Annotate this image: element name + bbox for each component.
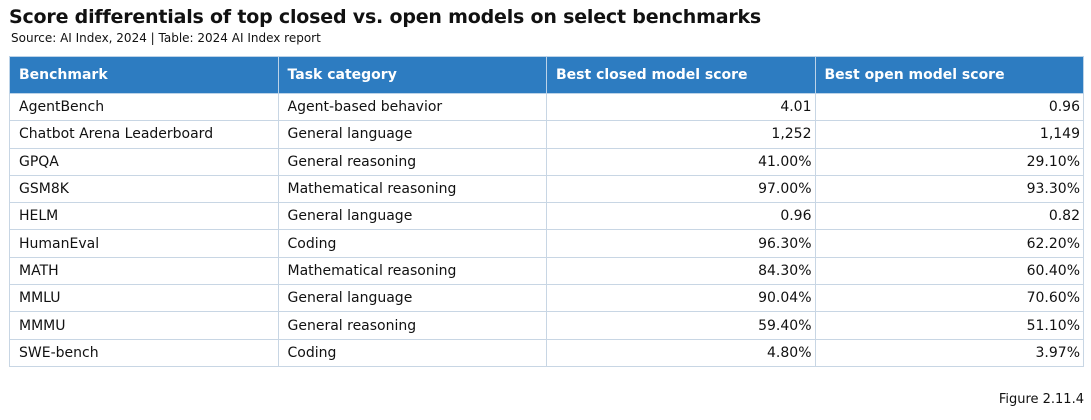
table-cell: MMMU: [9, 311, 279, 340]
table-cell: 97.00%: [546, 174, 816, 204]
table-cell: HELM: [9, 202, 279, 231]
table-cell: 41.00%: [546, 147, 816, 176]
table-cell: General language: [277, 284, 547, 313]
table-row: GPQA General reasoning 41.00% 29.10%: [9, 147, 1084, 176]
table-cell: 1,252: [546, 120, 816, 149]
table-cell: GSM8K: [9, 174, 279, 204]
table-cell: 70.60%: [814, 284, 1084, 313]
table-cell: 4.01: [546, 92, 816, 122]
table-cell: 96.30%: [546, 229, 816, 258]
table-cell: General language: [277, 202, 547, 231]
table: Benchmark Task category Best closed model …: [9, 56, 1084, 367]
table-cell: SWE-bench: [9, 338, 279, 367]
table-row: AgentBench Agent-based behavior 4.01 0.96: [9, 92, 1084, 122]
figure-label: Figure 2.11.4: [998, 392, 1084, 407]
table-cell: Agent-based behavior: [277, 92, 547, 122]
column-header: Task category: [277, 56, 547, 94]
table-cell: 29.10%: [814, 147, 1084, 176]
table-cell: 60.40%: [814, 256, 1084, 286]
table-cell: AgentBench: [9, 92, 279, 122]
table-cell: 51.10%: [814, 311, 1084, 340]
table-cell: Coding: [277, 338, 547, 367]
table-cell: 84.30%: [546, 256, 816, 286]
table-cell: 0.96: [546, 202, 816, 231]
column-header: Best open model score: [814, 56, 1084, 94]
table-cell: 3.97%: [814, 338, 1084, 367]
table-cell: 62.20%: [814, 229, 1084, 258]
table-cell: 90.04%: [546, 284, 816, 313]
table-head: Benchmark Task category Best closed model …: [9, 56, 1084, 94]
title: Score differentials of top closed vs. op…: [9, 6, 762, 28]
header-row: Benchmark Task category Best closed model …: [9, 56, 1084, 94]
table-cell: 93.30%: [814, 174, 1084, 204]
table-row: HELM General language 0.96 0.82: [9, 202, 1084, 231]
table-row: HumanEval Coding 96.30% 62.20%: [9, 229, 1084, 258]
table-cell: MATH: [9, 256, 279, 286]
column-header: Best closed model score: [546, 56, 816, 94]
table-cell: 59.40%: [546, 311, 816, 340]
table-row: MMLU General language 90.04% 70.60%: [9, 284, 1084, 313]
table-cell: Mathematical reasoning: [277, 256, 547, 286]
table-cell: 0.82: [814, 202, 1084, 231]
table-cell: General language: [277, 120, 547, 149]
table-cell: 0.96: [814, 92, 1084, 122]
column-header: Benchmark: [9, 56, 279, 94]
table-cell: 4.80%: [546, 338, 816, 367]
table-row: Chatbot Arena Leaderboard General languag…: [9, 120, 1084, 149]
table-cell: Coding: [277, 229, 547, 258]
table-row: SWE-bench Coding 4.80% 3.97%: [9, 338, 1084, 367]
table-cell: 1,149: [814, 120, 1084, 149]
table-cell: MMLU: [9, 284, 279, 313]
table-cell: General reasoning: [277, 311, 547, 340]
table-cell: General reasoning: [277, 147, 547, 176]
table-row: MATH Mathematical reasoning 84.30% 60.40%: [9, 256, 1084, 286]
table-row: GSM8K Mathematical reasoning 97.00% 93.30%: [9, 174, 1084, 204]
subtitle: Source: AI Index, 2024 | Table: 2024 AI …: [11, 31, 321, 45]
table-cell: Mathematical reasoning: [277, 174, 547, 204]
table-cell: GPQA: [9, 147, 279, 176]
table-cell: HumanEval: [9, 229, 279, 258]
table-body: AgentBench Agent-based behavior 4.01 0.96 Ch…: [9, 92, 1084, 367]
table-row: MMMU General reasoning 59.40% 51.10%: [9, 311, 1084, 340]
table-cell: Chatbot Arena Leaderboard: [9, 120, 279, 149]
